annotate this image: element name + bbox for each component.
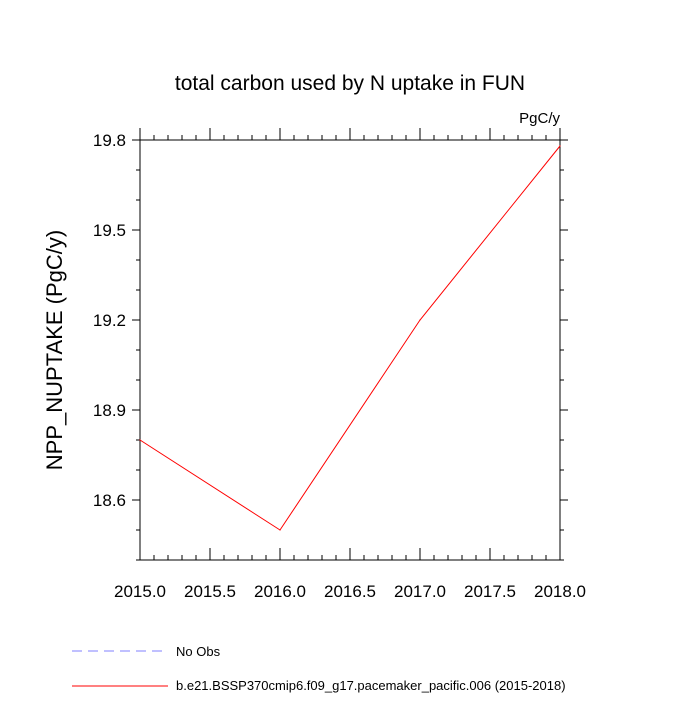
units-label: PgC/y [519, 110, 560, 127]
plot-frame [139, 139, 561, 561]
legend-label-model-run: b.e21.BSSP370cmip6.f09_g17.pacemaker_pac… [176, 678, 566, 693]
x-tick-label-1: 2015.5 [184, 582, 236, 601]
y-tick-label-1: 18.9 [93, 401, 126, 420]
series-1-point-1 [279, 529, 281, 531]
series-1-point-2 [419, 319, 421, 321]
y-axis-label: NPP_NUPTAKE (PgC/y) [42, 230, 67, 470]
plot-area: 2015.0 2015.5 2016.0 2016.5 2017.0 2017.5 2018… [93, 128, 586, 601]
x-tick-label-0: 2015.0 [114, 582, 166, 601]
x-tick-label-4: 2017.0 [394, 582, 446, 601]
x-tick-label-6: 2018.0 [534, 582, 586, 601]
y-tick-label-2: 19.2 [93, 311, 126, 330]
x-tick-label-2: 2016.0 [254, 582, 306, 601]
series-1-point-3 [559, 145, 561, 147]
series-1-point-0 [139, 439, 141, 441]
x-tick-label-5: 2017.5 [464, 582, 516, 601]
y-tick-label-4: 19.8 [93, 131, 126, 150]
y-tick-label-3: 19.5 [93, 221, 126, 240]
chart-title: total carbon used by N uptake in FUN [175, 72, 525, 95]
series-line-1 [139, 145, 561, 531]
legend: No Obs b.e21.BSSP370cmip6.f09_g17.pacema… [72, 644, 566, 693]
y-tick-label-0: 18.6 [93, 491, 126, 510]
legend-label-no-obs: No Obs [176, 644, 221, 659]
x-tick-label-3: 2016.5 [324, 582, 376, 601]
